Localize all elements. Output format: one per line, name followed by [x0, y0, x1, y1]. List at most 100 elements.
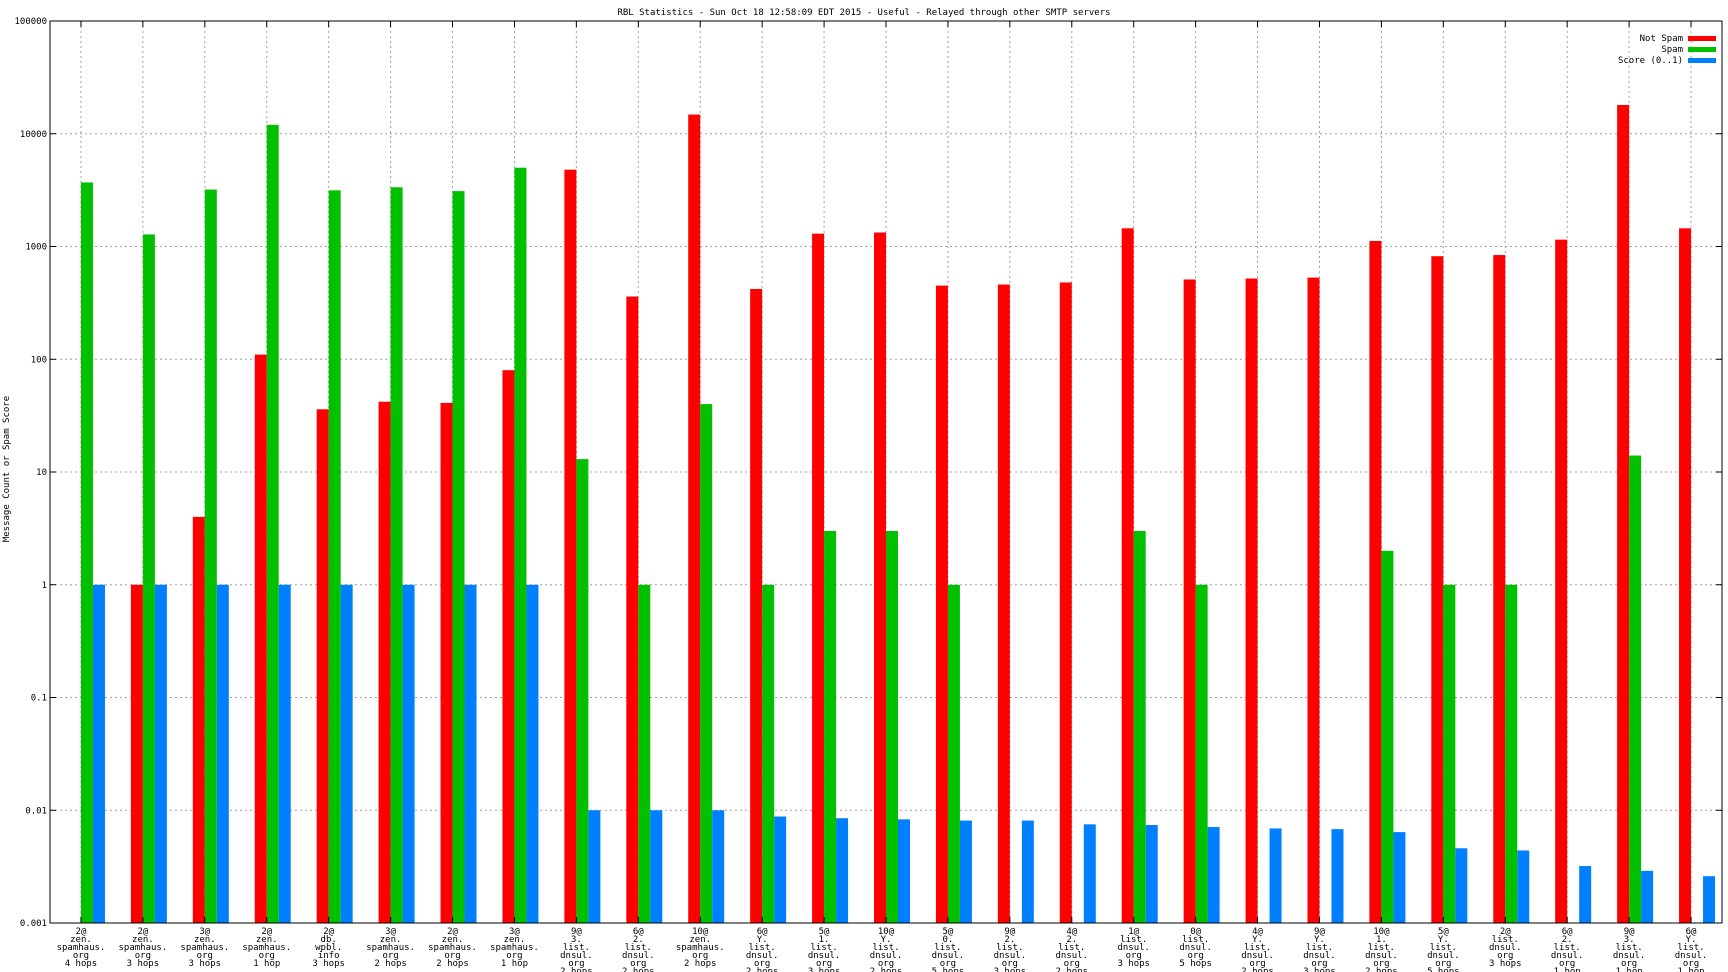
bar-not-spam	[1679, 228, 1692, 923]
x-tick-label: dnsul.	[994, 951, 1027, 961]
bar-score-0-1	[1331, 829, 1344, 923]
x-tick-label: dnsul.	[1179, 943, 1212, 953]
x-tick-label: 2 hops	[1241, 967, 1274, 972]
bar-not-spam	[626, 296, 639, 924]
x-tick-label: org	[1373, 959, 1389, 969]
bar-score-0-1	[1021, 820, 1034, 923]
x-tick-label: 2@	[323, 927, 334, 937]
x-tick-label: 3 hops	[312, 959, 345, 969]
y-tick-label: 100	[31, 355, 47, 365]
bar-score-0-1	[1393, 832, 1406, 923]
x-tick-label: 6@	[757, 927, 768, 937]
x-tick-label: 5@	[819, 927, 830, 937]
x-tick-label: 2 hops	[1365, 967, 1398, 972]
x-tick-label: 2 hops	[746, 967, 779, 972]
bar-not-spam	[378, 401, 391, 923]
x-tick-label: spamhaus.	[366, 943, 415, 953]
x-tick-label: 1 hop	[1616, 967, 1643, 972]
x-tick-label: dnsul.	[1117, 943, 1150, 953]
bar-score-0-1	[340, 584, 353, 923]
x-tick-label: org	[1559, 959, 1575, 969]
x-tick-label: org	[940, 959, 956, 969]
x-tick-label: org	[135, 951, 151, 961]
x-tick-label: 6@	[1686, 927, 1697, 937]
x-tick-label: 2 hops	[436, 959, 469, 969]
y-axis-label: Message Count or Spam Score	[2, 396, 12, 542]
x-tick-label: 2.	[1004, 935, 1015, 945]
x-tick-label: list.	[1120, 935, 1147, 945]
bar-spam	[266, 124, 279, 923]
bar-spam	[142, 234, 155, 923]
x-tick-label: dnsul.	[932, 951, 965, 961]
x-tick-label: 2.	[633, 935, 644, 945]
x-tick-label: 0@	[1190, 927, 1201, 937]
bar-not-spam	[192, 516, 205, 923]
x-tick-label: Y.	[881, 935, 892, 945]
bar-score-0-1	[712, 810, 725, 923]
x-tick-label: dnsul.	[1056, 951, 1089, 961]
bar-score-0-1	[1083, 824, 1096, 923]
x-tick-label: org	[1621, 959, 1637, 969]
bar-not-spam	[130, 584, 143, 923]
x-tick-label: 10@	[1373, 927, 1390, 937]
x-tick-label: 2 hops	[684, 959, 717, 969]
x-tick-label: org	[1002, 959, 1018, 969]
bar-score-0-1	[1641, 870, 1654, 923]
x-tick-label: 3 hops	[994, 967, 1027, 972]
bar-score-0-1	[898, 819, 910, 923]
x-tick-label: 3@	[385, 927, 396, 937]
x-tick-label: list.	[1616, 943, 1643, 953]
x-tick-label: 0.	[943, 935, 954, 945]
bar-not-spam	[1431, 256, 1444, 923]
bar-not-spam	[1493, 255, 1506, 924]
x-tick-label: org	[692, 951, 708, 961]
y-tick-label: 100000	[14, 17, 47, 27]
bar-spam	[576, 459, 589, 923]
x-tick-label: 5@	[1438, 927, 1449, 937]
y-tick-label: 0.1	[31, 694, 47, 704]
bar-spam	[1381, 550, 1394, 923]
x-tick-label: zen.	[380, 935, 402, 945]
x-tick-label: zen.	[689, 935, 711, 945]
x-tick-label: 6@	[1562, 927, 1573, 937]
x-tick-label: spamhaus.	[428, 943, 477, 953]
bar-not-spam	[935, 285, 948, 923]
legend-swatch	[1688, 47, 1716, 52]
x-tick-label: list.	[1182, 935, 1209, 945]
x-tick-label: 2@	[261, 927, 272, 937]
bar-score-0-1	[774, 816, 787, 923]
bar-not-spam	[502, 370, 515, 923]
x-tick-label: list.	[934, 943, 961, 953]
bar-not-spam	[1059, 282, 1072, 923]
x-tick-label: 2.	[1562, 935, 1573, 945]
bar-not-spam	[316, 409, 329, 924]
legend-swatch	[1688, 36, 1716, 41]
bar-spam	[390, 187, 403, 923]
x-tick-label: 1 hop	[1677, 967, 1704, 972]
x-tick-label: 5@	[943, 927, 954, 937]
x-tick-label: dnsul.	[870, 951, 903, 961]
x-tick-label: 3 hops	[808, 967, 841, 972]
x-tick-label: list.	[1368, 943, 1395, 953]
x-tick-label: list.	[1430, 943, 1457, 953]
x-tick-label: 9@	[1314, 927, 1325, 937]
x-tick-label: 3 hops	[1303, 967, 1336, 972]
bar-not-spam	[564, 169, 577, 923]
x-tick-label: 3 hops	[127, 959, 160, 969]
x-tick-label: db.	[321, 935, 337, 945]
legend-label: Spam	[1661, 45, 1683, 55]
x-tick-label: 5 hops	[1427, 967, 1460, 972]
x-tick-label: 2 hops	[1056, 967, 1089, 972]
bar-spam	[1629, 455, 1642, 923]
x-tick-label: list.	[996, 943, 1023, 953]
x-tick-label: 1@	[1128, 927, 1139, 937]
x-tick-label: 2 hops	[374, 959, 407, 969]
x-tick-label: wpbl.	[315, 943, 342, 953]
bar-spam	[452, 191, 465, 923]
x-tick-label: org	[382, 951, 398, 961]
x-tick-label: spamhaus.	[57, 943, 106, 953]
bar-spam	[1443, 584, 1456, 923]
x-tick-label: zen.	[132, 935, 154, 945]
bar-score-0-1	[1455, 848, 1468, 923]
